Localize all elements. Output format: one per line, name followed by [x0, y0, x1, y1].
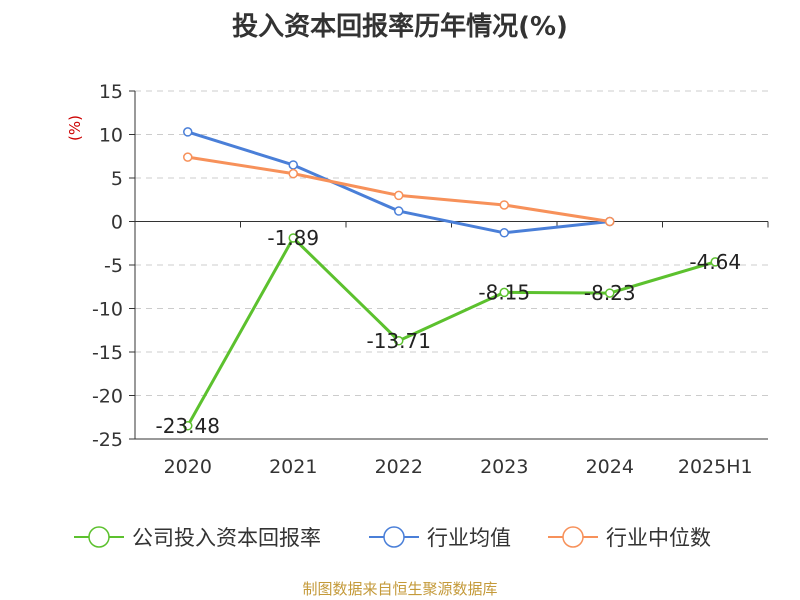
data-point[interactable] — [288, 160, 298, 170]
y-tick-label: -10 — [92, 299, 123, 321]
data-point[interactable] — [183, 152, 193, 162]
y-tick-label: -5 — [104, 255, 123, 277]
series-line — [187, 130, 610, 235]
y-tick-label: 0 — [111, 212, 123, 234]
data-point[interactable] — [183, 127, 193, 137]
data-point[interactable] — [288, 233, 298, 243]
series-line — [186, 236, 716, 427]
x-tick-label: 2023 — [480, 456, 528, 478]
data-point[interactable] — [605, 288, 615, 298]
x-axis-ticks: 2020 2021 2022 2023 2024 2025H1 — [134, 221, 769, 478]
data-point[interactable] — [499, 200, 509, 210]
x-tick-label: 2020 — [164, 456, 212, 478]
legend-item-company[interactable]: 公司投入资本回报率 — [74, 526, 321, 550]
legend-item-industry-median[interactable]: 行业中位数 — [548, 526, 711, 550]
data-point[interactable] — [394, 336, 404, 346]
x-tick-label: 2025H1 — [678, 456, 753, 478]
legend-marker-icon — [562, 526, 584, 548]
y-axis-ticks: 15 10 5 0 -5 -10 -15 -20 -25 — [92, 81, 135, 451]
data-point[interactable] — [605, 216, 615, 227]
y-tick-label: 5 — [111, 168, 123, 190]
legend-marker-icon — [88, 526, 110, 548]
source-note: 制图数据来自恒生聚源数据库 — [302, 580, 498, 598]
data-label: -8.15 — [478, 280, 530, 304]
grid-lines — [135, 90, 768, 440]
legend-item-industry-average[interactable]: 行业均值 — [369, 526, 511, 550]
y-tick-label: 10 — [99, 125, 123, 147]
legend-label: 行业中位数 — [606, 526, 711, 550]
data-point[interactable] — [499, 228, 509, 238]
y-axis-unit-label: (%) — [66, 115, 84, 141]
legend-label: 行业均值 — [427, 526, 511, 550]
series-industry-average — [183, 127, 615, 238]
series-lines — [183, 127, 720, 431]
legend-label: 公司投入资本回报率 — [132, 526, 321, 550]
data-label: -8.23 — [584, 281, 636, 305]
data-label: -13.71 — [367, 329, 431, 353]
data-labels: -23.48 -1.89 -13.71 -8.15 -8.23 -4.64 — [156, 226, 742, 438]
legend-marker-icon — [383, 526, 405, 548]
data-point[interactable] — [183, 421, 193, 431]
data-point[interactable] — [710, 257, 720, 267]
data-point[interactable] — [288, 168, 298, 179]
chart-title: 投入资本回报率历年情况(%) — [232, 12, 568, 42]
data-point[interactable] — [499, 287, 509, 298]
series-industry-median — [183, 152, 615, 227]
y-tick-label: -25 — [92, 429, 123, 451]
y-tick-label: 15 — [99, 81, 123, 103]
data-point[interactable] — [394, 190, 404, 201]
x-tick-label: 2022 — [375, 456, 423, 478]
axes — [134, 91, 768, 440]
data-point[interactable] — [394, 206, 404, 216]
series-company — [183, 233, 720, 431]
y-tick-label: -20 — [92, 386, 123, 408]
data-label: -1.89 — [267, 226, 319, 250]
x-tick-label: 2021 — [269, 456, 317, 478]
data-label: -4.64 — [689, 250, 741, 274]
data-label: -23.48 — [156, 414, 220, 438]
y-tick-label: -15 — [92, 342, 123, 364]
legend[interactable]: 公司投入资本回报率 行业均值 行业中位数 — [74, 526, 711, 550]
x-tick-label: 2024 — [586, 456, 634, 478]
